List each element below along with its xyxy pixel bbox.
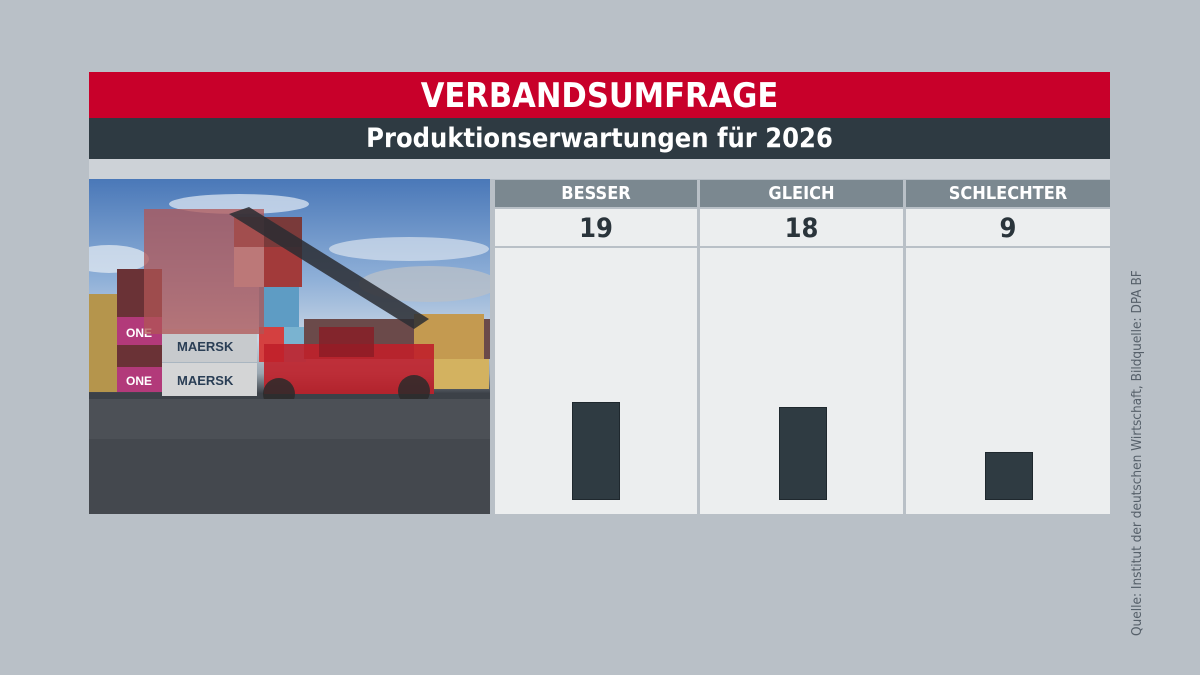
bar-area-gleich <box>700 248 903 514</box>
column-header-gleich: GLEICH <box>700 180 903 207</box>
bar-gleich <box>779 407 827 500</box>
column-besser: BESSER 19 <box>495 180 697 514</box>
source-note: Quelle: Institut der deutschen Wirtschaf… <box>1129 270 1145 636</box>
photo-label-maersk-2: MAERSK <box>177 373 234 388</box>
bar-area-besser <box>495 248 697 514</box>
column-value-schlechter: 9 <box>906 209 1110 246</box>
column-schlechter: SCHLECHTER 9 <box>906 180 1110 514</box>
container-terminal-photo: ONE ONE MAERSK MAERSK <box>89 179 490 514</box>
chart-subtitle: Produktionserwartungen für 2026 <box>89 118 1110 159</box>
bar-schlechter <box>985 452 1033 500</box>
column-header-schlechter: SCHLECHTER <box>906 180 1110 207</box>
bar-area-schlechter <box>906 248 1110 514</box>
photo-illustration: ONE ONE MAERSK MAERSK <box>89 194 490 514</box>
column-header-besser: BESSER <box>495 180 697 207</box>
divider-strip <box>89 159 1110 179</box>
chart-title: VERBANDSUMFRAGE <box>89 72 1110 118</box>
photo-label-one-2: ONE <box>126 374 152 388</box>
column-value-gleich: 18 <box>700 209 903 246</box>
column-gleich: GLEICH 18 <box>700 180 903 514</box>
bar-besser <box>572 402 620 500</box>
photo-label-maersk-1: MAERSK <box>177 339 234 354</box>
column-value-besser: 19 <box>495 209 697 246</box>
